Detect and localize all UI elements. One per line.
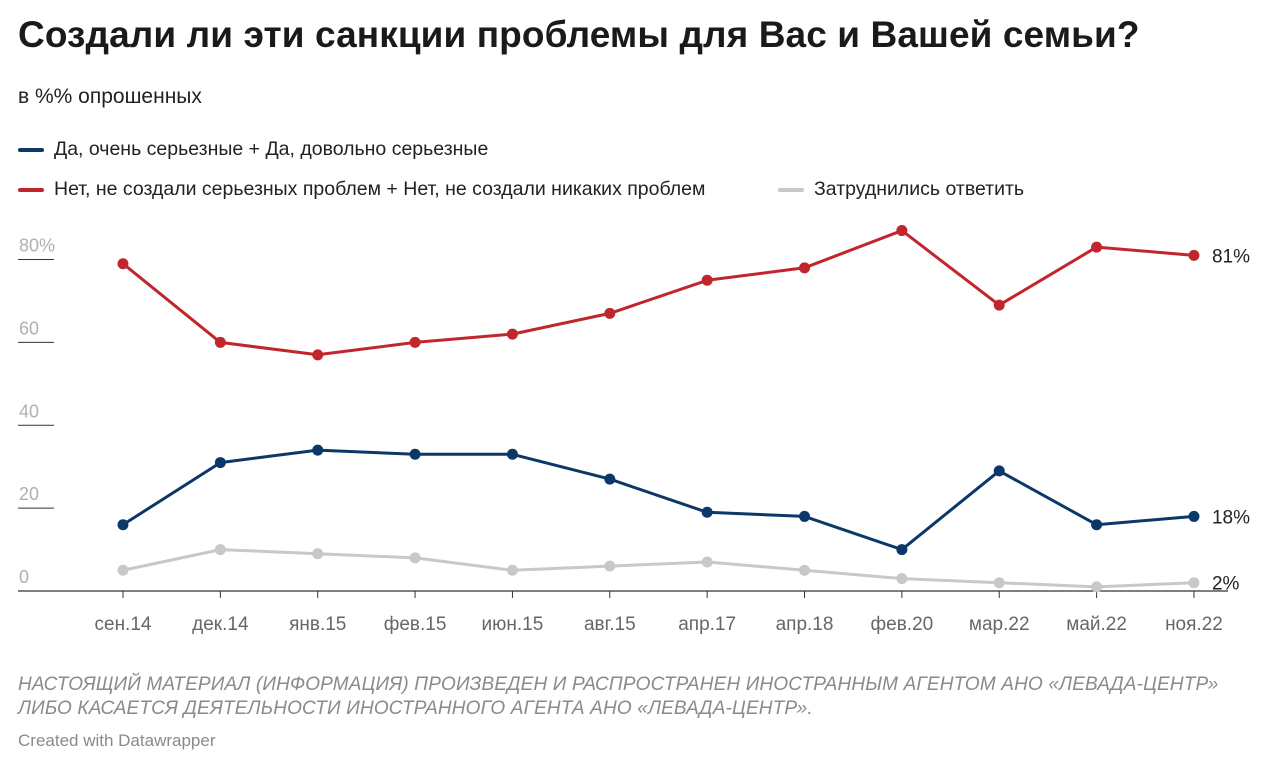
- y-tick-label: 80%: [19, 236, 55, 256]
- data-point: [799, 564, 811, 576]
- datawrapper-credit: Created with Datawrapper: [18, 731, 216, 750]
- data-point: [312, 349, 324, 361]
- x-tick-label: авг.15: [584, 614, 636, 635]
- data-point: [993, 465, 1005, 477]
- data-point: [506, 564, 518, 576]
- foreign-agent-notice: НАСТОЯЩИЙ МАТЕРИАЛ (ИНФОРМАЦИЯ) ПРОИЗВЕД…: [18, 674, 1219, 719]
- data-point: [701, 274, 713, 286]
- data-point: [701, 506, 713, 518]
- data-point: [409, 336, 421, 348]
- data-point: [604, 307, 616, 319]
- data-point: [409, 448, 421, 460]
- x-tick-label: апр.18: [776, 614, 834, 635]
- legend-label-undecided: Затруднились ответить: [814, 178, 1025, 200]
- line-chart: 0 20 40 60 80% сен.14 дек.14 янв.15 фев.15 июн.15…: [18, 225, 1250, 635]
- legend-swatch-undecided: [778, 187, 804, 192]
- x-tick-label: ноя.22: [1165, 614, 1223, 635]
- series-line: [121, 448, 1196, 552]
- data-point: [701, 556, 713, 568]
- data-point: [993, 577, 1005, 589]
- chart-title: Создали ли эти санкции проблемы для Вас …: [18, 14, 1140, 55]
- legend-item-serious: Да, очень серьезные + Да, довольно серье…: [18, 138, 488, 161]
- y-tick-label: 40: [19, 401, 39, 421]
- x-tick-label: дек.14: [192, 614, 249, 635]
- data-point: [214, 544, 226, 556]
- data-point: [1091, 581, 1103, 593]
- data-point: [799, 262, 811, 274]
- y-tick-label: 20: [19, 484, 39, 504]
- data-point: [214, 457, 226, 469]
- data-point: [1188, 510, 1200, 522]
- data-point: [117, 519, 129, 531]
- data-point: [896, 573, 908, 585]
- data-point: [312, 444, 324, 456]
- y-tick-label: 60: [19, 318, 39, 338]
- data-point: [604, 473, 616, 485]
- data-point: [896, 544, 908, 556]
- data-point: [1091, 519, 1103, 531]
- x-tick-label: июн.15: [482, 614, 544, 635]
- data-point: [506, 328, 518, 340]
- x-tick-label: фев.15: [384, 614, 447, 635]
- data-point: [1188, 577, 1200, 589]
- legend-label-no-problems: Нет, не создали серьезных проблем + Нет,…: [54, 178, 706, 200]
- x-tick-label: фев.20: [871, 614, 934, 635]
- end-value-label: 81%: [1212, 246, 1250, 267]
- y-tick-label: 0: [19, 567, 29, 587]
- legend-label-serious: Да, очень серьезные + Да, довольно серье…: [54, 138, 489, 160]
- data-point: [799, 510, 811, 522]
- x-tick-label: мар.22: [969, 614, 1030, 635]
- data-point: [214, 336, 226, 348]
- chart-subtitle: в %% опрошенных: [18, 85, 202, 108]
- data-point: [993, 299, 1005, 311]
- data-point: [604, 560, 616, 572]
- legend-item-undecided: Затруднились ответить: [778, 178, 1024, 201]
- end-value-label: 2%: [1212, 574, 1240, 595]
- legend-swatch-no-problems: [18, 187, 44, 192]
- series-line: [121, 548, 1196, 589]
- data-point: [312, 548, 324, 560]
- data-point: [1091, 241, 1103, 253]
- x-tick-label: янв.15: [289, 614, 346, 635]
- series-line: [121, 229, 1196, 357]
- x-tick-label: май.22: [1066, 614, 1127, 635]
- legend-item-no-problems: Нет, не создали серьезных проблем + Нет,…: [18, 178, 705, 201]
- data-point: [896, 225, 908, 237]
- data-point: [409, 552, 421, 564]
- data-point: [1188, 249, 1200, 261]
- end-value-label: 18%: [1212, 507, 1250, 528]
- x-tick-label: сен.14: [95, 614, 152, 635]
- data-point: [117, 258, 129, 270]
- data-point: [117, 564, 129, 576]
- legend-swatch-serious: [18, 147, 44, 152]
- data-point: [506, 448, 518, 460]
- x-tick-label: апр.17: [678, 614, 736, 635]
